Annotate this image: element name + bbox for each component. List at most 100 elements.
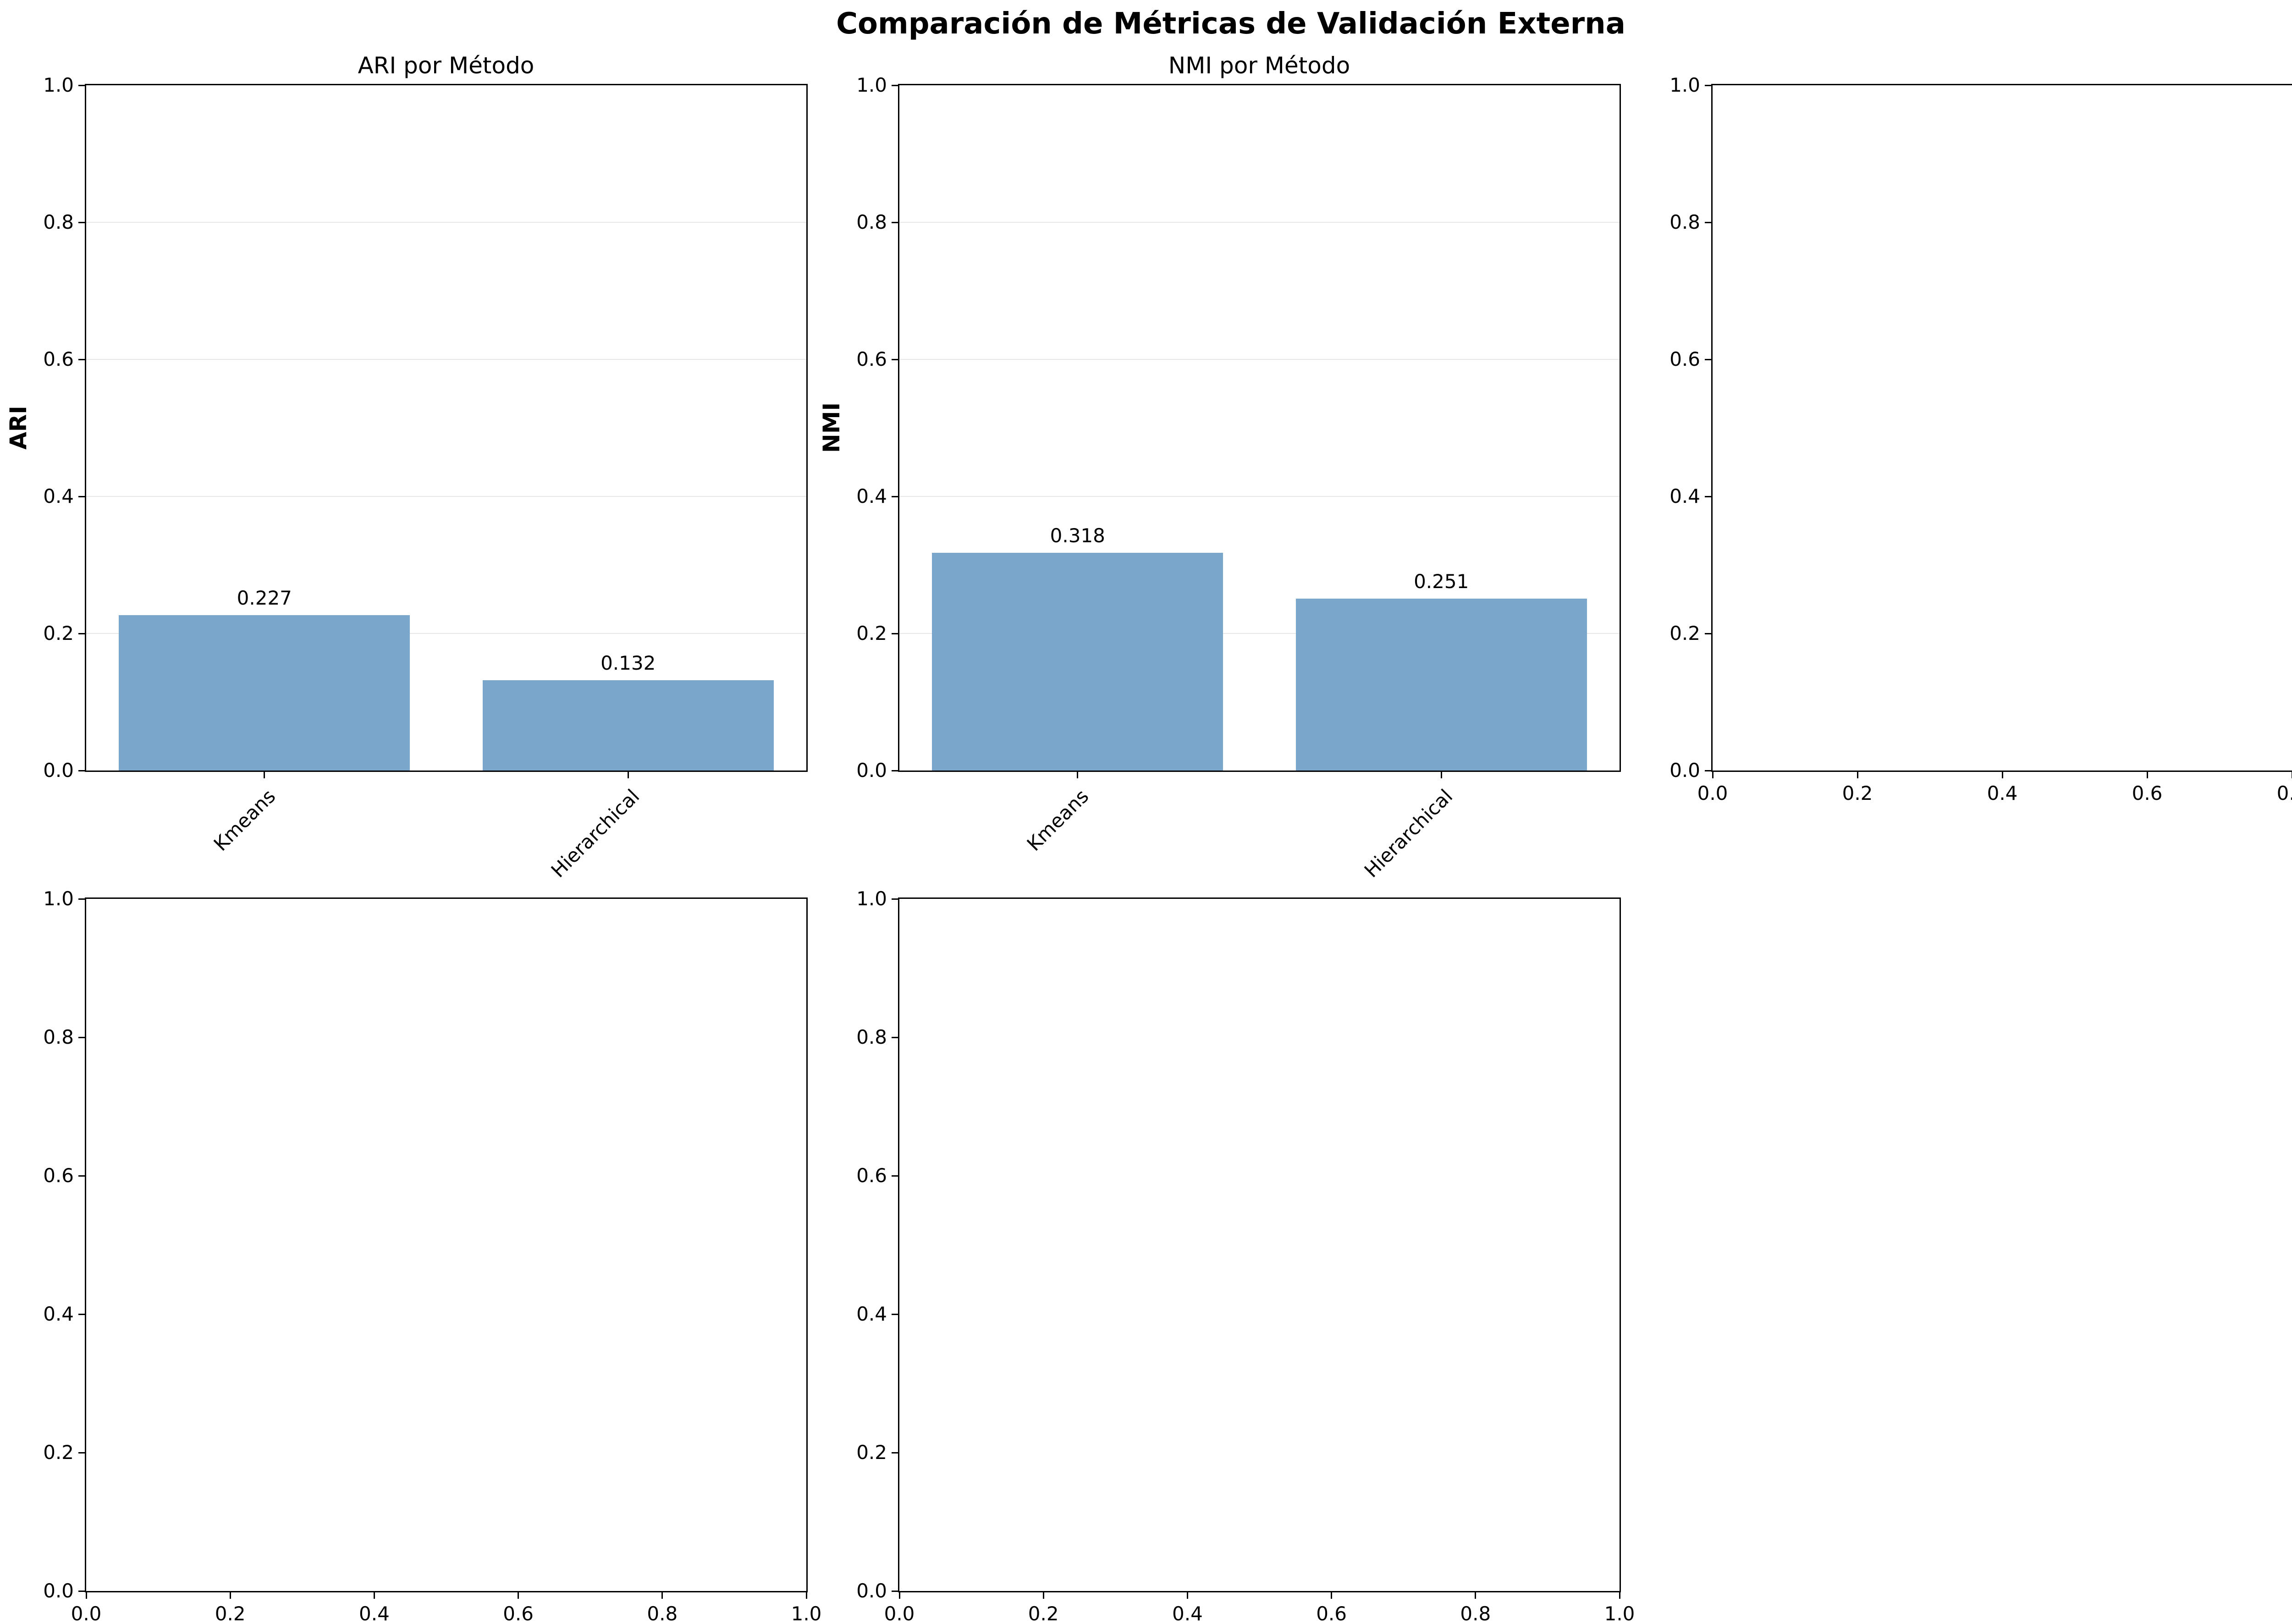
- y-tick-mark: [1705, 633, 1711, 634]
- y-tick-label: 0.2: [43, 622, 74, 644]
- x-tick-mark: [264, 772, 265, 778]
- bar-value-label: 0.318: [1050, 524, 1105, 547]
- y-tick-label: 0.4: [43, 1303, 74, 1325]
- y-tick-mark: [892, 898, 898, 900]
- y-tick-label: 0.8: [43, 211, 74, 233]
- x-tick-label: 1.0: [1604, 1602, 1635, 1624]
- x-tick-mark: [1475, 1592, 1477, 1599]
- y-tick-label: 0.2: [856, 622, 887, 644]
- bar-hierarchical: [1295, 598, 1587, 771]
- x-tick-label: 0.2: [1842, 782, 1873, 804]
- x-category-label: Kmeans: [1022, 785, 1093, 856]
- y-tick-mark: [78, 221, 85, 223]
- x-tick-mark: [805, 1592, 807, 1599]
- y-tick-mark: [78, 898, 85, 900]
- y-tick-label: 0.0: [856, 1580, 887, 1602]
- y-tick-mark: [892, 1175, 898, 1177]
- x-tick-label: 0.8: [647, 1602, 678, 1624]
- y-gridline: [86, 359, 806, 360]
- x-tick-mark: [898, 1592, 900, 1599]
- x-tick-label: 1.0: [791, 1602, 822, 1624]
- y-tick-label: 0.4: [1669, 485, 1700, 507]
- y-tick-mark: [892, 84, 898, 86]
- x-tick-label: 0.6: [1316, 1602, 1347, 1624]
- y-tick-label: 0.8: [856, 1026, 887, 1048]
- y-tick-label: 0.8: [856, 211, 887, 233]
- x-tick-mark: [85, 1592, 87, 1599]
- y-tick-label: 1.0: [1669, 74, 1700, 96]
- x-tick-label: 0.8: [1460, 1602, 1491, 1624]
- bar-value-label: 0.227: [237, 586, 292, 609]
- y-tick-label: 0.2: [856, 1441, 887, 1464]
- nmi-subplot-title: NMI por Método: [1168, 52, 1350, 79]
- y-gridline: [86, 496, 806, 497]
- y-tick-label: 0.4: [43, 485, 74, 507]
- x-tick-label: 0.6: [503, 1602, 534, 1624]
- y-gridline: [899, 359, 1620, 360]
- y-tick-label: 0.6: [856, 348, 887, 370]
- x-tick-mark: [518, 1592, 519, 1599]
- empty-axes-bottom-middle: 0.0 0.2 0.4 0.6 0.8 1.0 0.0 0.2 0.4 0.6 0.8 1.0: [856, 888, 1635, 1624]
- y-tick-mark: [78, 358, 85, 360]
- y-gridline: [899, 633, 1620, 634]
- bar-kmeans: [932, 552, 1223, 771]
- y-tick-label: 0.6: [43, 348, 74, 370]
- x-tick-mark: [661, 1592, 663, 1599]
- x-tick-label: 0.0: [884, 1602, 915, 1624]
- x-category-label: Hierarchical: [1360, 785, 1457, 882]
- y-tick-label: 1.0: [856, 74, 887, 96]
- y-tick-mark: [78, 1590, 85, 1592]
- bar-kmeans: [119, 615, 410, 771]
- y-tick-mark: [78, 84, 85, 86]
- x-tick-label: 0.4: [1172, 1602, 1203, 1624]
- x-tick-mark: [1077, 772, 1079, 778]
- y-tick-label: 0.2: [43, 1441, 74, 1464]
- y-tick-mark: [1705, 770, 1711, 771]
- x-tick-label: 0.2: [1028, 1602, 1059, 1624]
- x-tick-label: 0.4: [358, 1602, 390, 1624]
- x-tick-label: 0.0: [1697, 782, 1728, 804]
- y-tick-mark: [1705, 221, 1711, 223]
- y-tick-label: 0.0: [43, 1580, 74, 1602]
- figure-title: Comparación de Métricas de Validación Ex…: [836, 7, 1625, 41]
- empty-axes-bottom-left: 0.0 0.2 0.4 0.6 0.8 1.0 0.0 0.2 0.4 0.6 0.8 1.0: [43, 888, 821, 1624]
- y-tick-mark: [78, 633, 85, 634]
- x-category-label: Kmeans: [209, 785, 280, 856]
- x-tick-label: 0.0: [71, 1602, 102, 1624]
- y-gridline: [899, 222, 1620, 223]
- x-tick-mark: [373, 1592, 375, 1599]
- y-tick-label: 1.0: [43, 74, 74, 96]
- x-tick-mark: [1042, 1592, 1044, 1599]
- y-tick-label: 0.0: [1669, 759, 1700, 782]
- y-tick-label: 0.6: [43, 1164, 74, 1187]
- y-tick-mark: [892, 1452, 898, 1453]
- y-tick-mark: [892, 495, 898, 497]
- y-tick-mark: [892, 1313, 898, 1315]
- ari-bar-chart-axes: 0.0 0.2 0.4 0.6 0.8 1.0 0.227 Kmeans 0.132 Hierar…: [43, 74, 808, 882]
- x-tick-label: 0.8: [2276, 782, 2292, 804]
- bar-value-label: 0.251: [1414, 570, 1469, 593]
- y-tick-mark: [78, 770, 85, 771]
- x-tick-label: 0.6: [2132, 782, 2163, 804]
- x-tick-mark: [1619, 1592, 1620, 1599]
- y-tick-label: 1.0: [43, 887, 74, 910]
- y-tick-mark: [1705, 495, 1711, 497]
- ari-subplot-title: ARI por Método: [358, 52, 534, 79]
- y-tick-label: 0.0: [43, 759, 74, 782]
- x-category-label: Hierarchical: [546, 785, 644, 882]
- bar-hierarchical: [482, 680, 774, 771]
- empty-axes-top-right: 0.00.20.40.60.81.00.00.20.40.60.81.0: [1669, 74, 2292, 804]
- x-tick-mark: [2146, 772, 2148, 778]
- y-tick-label: 0.4: [856, 1303, 887, 1325]
- y-gridline: [86, 633, 806, 634]
- x-tick-mark: [1712, 772, 1713, 778]
- y-gridline: [86, 222, 806, 223]
- y-tick-mark: [78, 1313, 85, 1315]
- ari-y-axis-label: ARI: [5, 406, 32, 450]
- y-tick-mark: [1705, 358, 1711, 360]
- y-tick-mark: [78, 1036, 85, 1038]
- y-tick-mark: [78, 495, 85, 497]
- x-tick-label: 0.4: [1987, 782, 2018, 804]
- y-tick-label: 0.2: [1669, 622, 1700, 644]
